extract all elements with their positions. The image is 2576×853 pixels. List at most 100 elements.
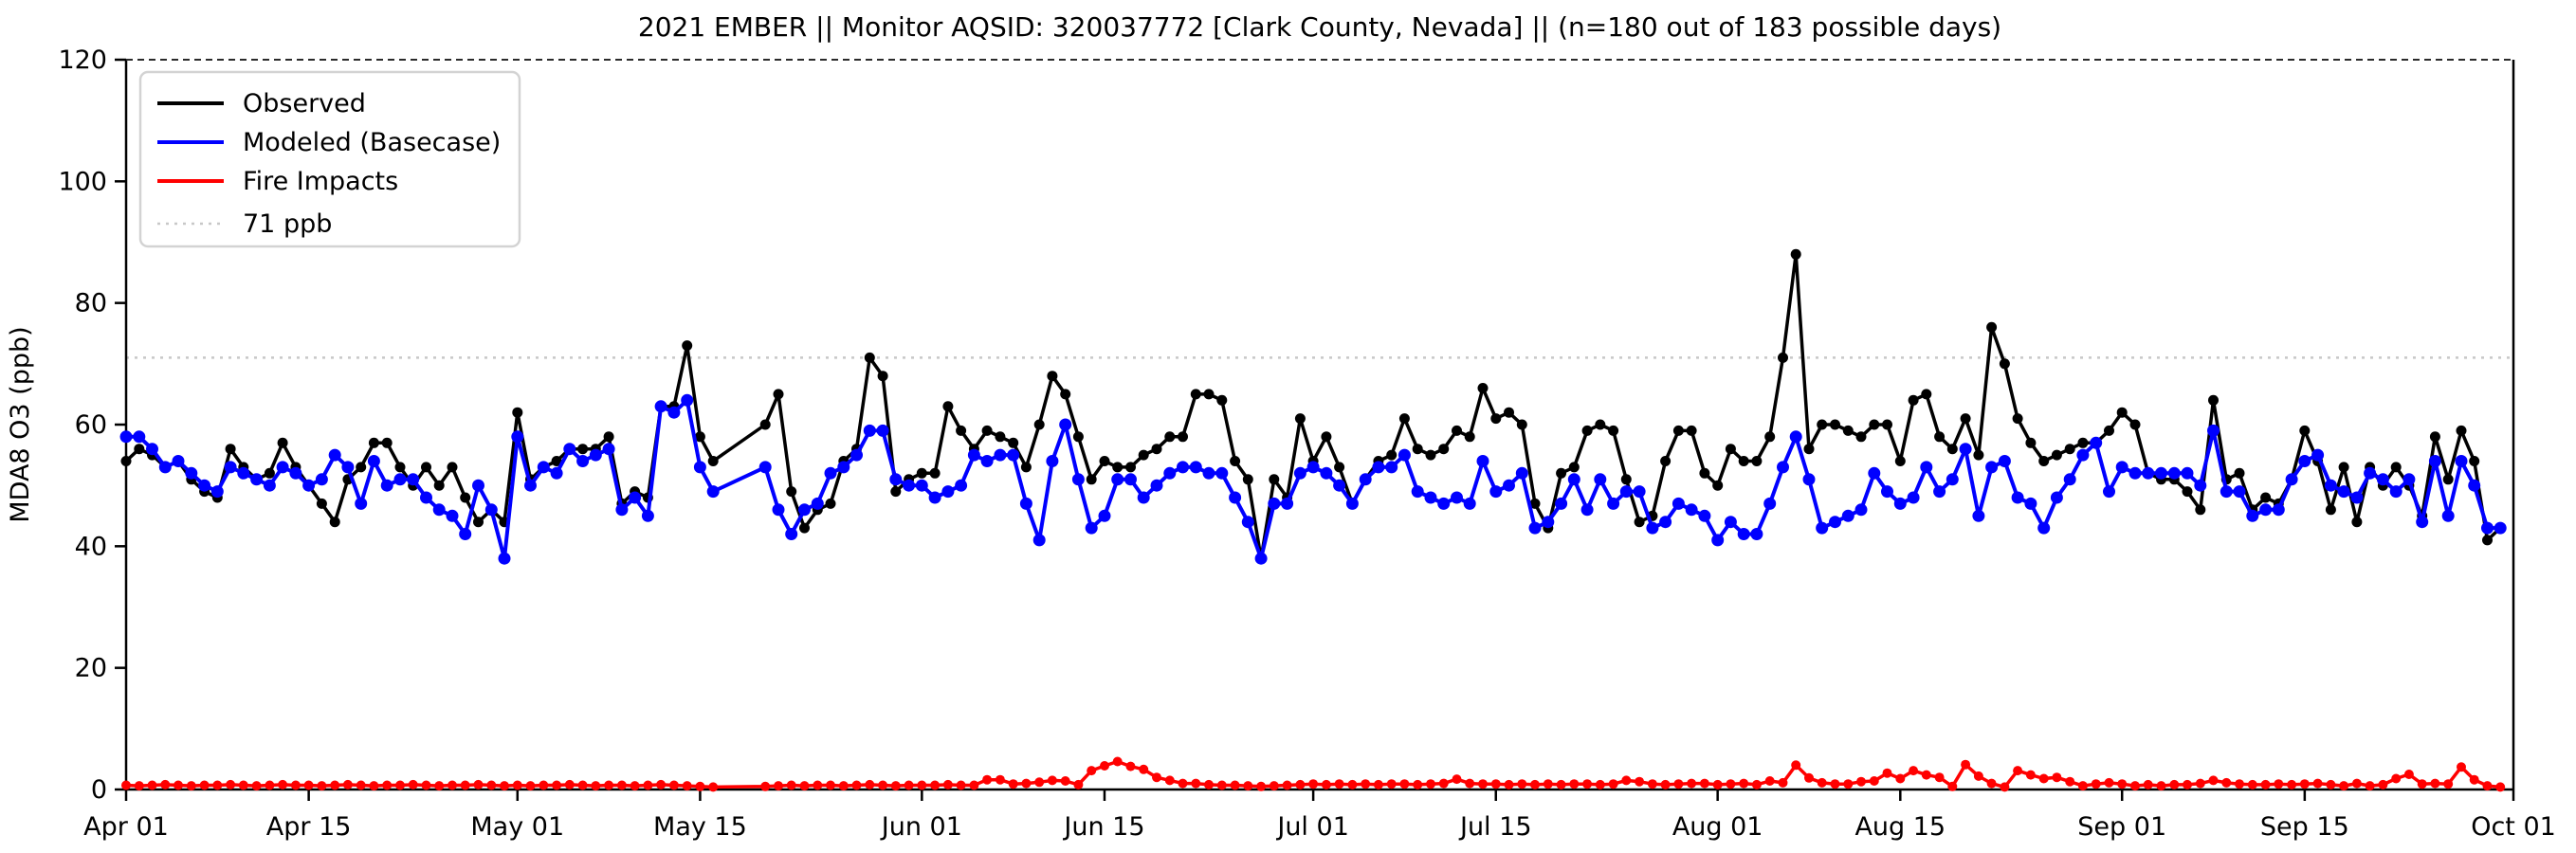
series-marker [1282, 780, 1292, 790]
series-marker [147, 780, 157, 790]
series-marker [1164, 431, 1176, 443]
series-marker [1398, 448, 1411, 462]
series-marker [2156, 781, 2166, 791]
series-marker [160, 779, 171, 789]
series-marker [1087, 766, 1097, 776]
series-marker [1059, 418, 1072, 431]
series-marker [1672, 497, 1685, 510]
series-marker [589, 448, 602, 462]
series-marker [824, 466, 837, 480]
series-marker [1152, 772, 1161, 783]
series-marker [1020, 462, 1032, 473]
series-marker [2090, 436, 2103, 449]
series-marker [1998, 455, 2011, 467]
series-marker [930, 780, 941, 790]
series-marker [486, 780, 497, 790]
series-marker [1530, 779, 1540, 789]
series-line-1 [126, 398, 2501, 561]
series-marker [380, 479, 393, 492]
series-marker [630, 781, 640, 791]
series-marker [1555, 497, 1568, 510]
series-marker [1464, 431, 1475, 443]
series-marker [434, 781, 445, 791]
series-marker [864, 352, 875, 363]
series-marker [2494, 521, 2507, 535]
series-marker [2247, 779, 2257, 789]
series-marker [460, 780, 470, 790]
series-marker [2052, 772, 2062, 783]
series-marker [381, 437, 393, 448]
series-marker [1608, 779, 1618, 789]
series-marker [667, 406, 681, 419]
series-marker [1946, 444, 1958, 455]
series-marker [2311, 448, 2325, 462]
series-marker [2442, 474, 2454, 485]
y-tick-label: 100 [58, 167, 107, 196]
series-marker [2012, 413, 2023, 425]
series-marker [1595, 419, 1606, 430]
series-marker [2220, 485, 2233, 499]
series-marker [1034, 777, 1045, 788]
series-marker [1686, 425, 1697, 436]
series-marker [199, 780, 210, 790]
legend-label-2: Fire Impacts [243, 167, 398, 196]
x-tick-label: Jun 01 [880, 812, 962, 842]
series-marker [1712, 779, 1723, 789]
series-marker [1973, 771, 1983, 781]
series-marker [1620, 474, 1632, 485]
series-marker [1386, 779, 1397, 789]
series-marker [290, 780, 301, 790]
series-marker [2390, 462, 2402, 473]
series-marker [1347, 779, 1358, 789]
series-marker [641, 509, 654, 522]
series-marker [1856, 776, 1866, 787]
series-marker [2050, 491, 2063, 504]
series-marker [1438, 444, 1450, 455]
series-marker [512, 407, 523, 418]
series-marker [263, 479, 276, 492]
series-marker [2181, 466, 2194, 480]
series-marker [1060, 776, 1070, 786]
series-marker [2130, 781, 2140, 791]
series-marker [2351, 778, 2362, 789]
series-marker [917, 780, 927, 790]
series-marker [577, 780, 588, 790]
series-marker [760, 781, 771, 791]
series-marker [1920, 461, 1933, 474]
series-marker [2469, 774, 2479, 785]
series-marker [2325, 504, 2336, 516]
series-marker [915, 479, 928, 492]
series-marker [1008, 437, 1019, 448]
series-marker [1216, 780, 1227, 790]
series-marker [1633, 485, 1646, 499]
series-marker [1230, 456, 1241, 466]
series-marker [2208, 775, 2219, 786]
series-marker [2207, 424, 2220, 437]
series-marker [1046, 455, 1059, 467]
series-marker [1412, 444, 1423, 455]
series-marker [2482, 535, 2493, 546]
series-marker [1961, 759, 1971, 770]
series-marker [995, 431, 1006, 443]
series-marker [1751, 456, 1763, 466]
series-marker [772, 503, 785, 517]
series-marker [2299, 779, 2310, 789]
series-marker [1425, 449, 1436, 461]
series-marker [2182, 486, 2193, 498]
series-marker [1803, 444, 1815, 455]
series-marker [146, 443, 158, 456]
series-marker [1203, 389, 1215, 400]
series-marker [2064, 444, 2075, 455]
series-marker [473, 779, 484, 789]
series-marker [2195, 504, 2206, 516]
series-marker [643, 780, 653, 790]
series-marker [1594, 473, 1607, 486]
y-tick-label: 120 [58, 45, 107, 75]
series-marker [563, 443, 576, 456]
series-marker [2194, 479, 2207, 492]
series-marker [1189, 461, 1202, 474]
series-marker [1726, 779, 1736, 789]
series-marker [2024, 497, 2037, 510]
